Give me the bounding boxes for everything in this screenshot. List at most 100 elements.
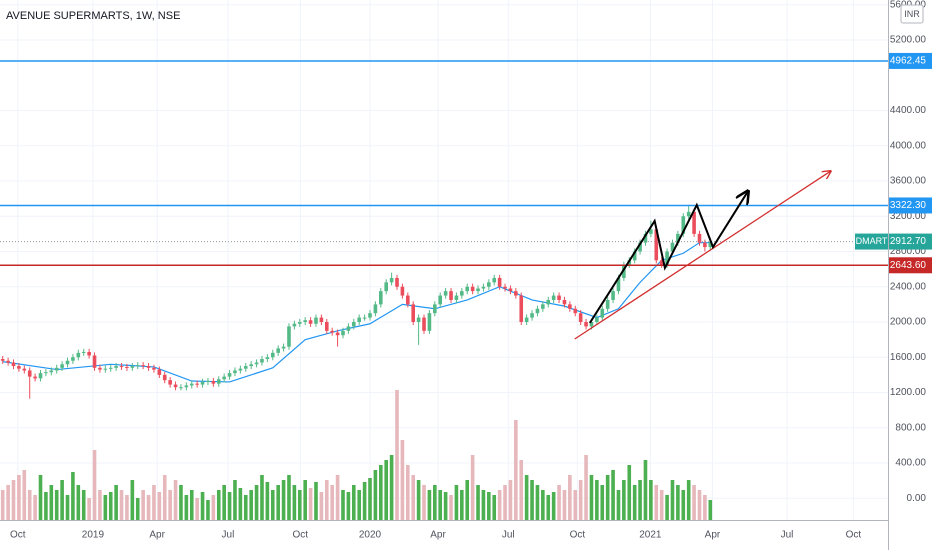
time-axis-bg bbox=[0, 520, 888, 550]
volume-bar bbox=[346, 492, 351, 520]
volume-bar bbox=[422, 485, 426, 520]
candle-body bbox=[362, 317, 367, 319]
volume-bar bbox=[260, 475, 264, 520]
y-tick-label: 1600.00 bbox=[890, 352, 927, 363]
volume-bar bbox=[692, 485, 696, 520]
candle-body bbox=[681, 216, 686, 234]
volume-bar bbox=[103, 495, 108, 520]
symbol-label: DMART bbox=[856, 236, 888, 246]
ma-line bbox=[2, 242, 711, 383]
volume-bar bbox=[654, 485, 659, 520]
candle-body bbox=[206, 381, 210, 383]
volume-bar bbox=[411, 475, 416, 520]
volume-bar bbox=[659, 490, 664, 520]
volume-bar bbox=[22, 470, 27, 520]
candle-body bbox=[568, 304, 572, 309]
candle-body bbox=[17, 366, 21, 369]
volume-bar bbox=[324, 480, 329, 520]
candle-body bbox=[38, 373, 43, 379]
volume-bar bbox=[519, 460, 524, 520]
x-tick-label: Jul bbox=[222, 530, 235, 541]
volume-bar bbox=[524, 475, 529, 520]
volume-bar bbox=[60, 480, 64, 520]
candle-body bbox=[649, 229, 653, 234]
volume-bar bbox=[384, 460, 389, 520]
price-axis-bg bbox=[888, 0, 932, 550]
candle-body bbox=[481, 286, 486, 289]
candle-body bbox=[0, 359, 5, 361]
candle-body bbox=[395, 277, 399, 287]
volume-bar bbox=[135, 498, 140, 520]
volume-bar bbox=[65, 495, 70, 520]
candle-body bbox=[168, 380, 172, 385]
level-label-box bbox=[889, 52, 932, 69]
candle-body bbox=[600, 308, 605, 318]
volume-bar bbox=[368, 478, 372, 520]
volume-bar bbox=[487, 492, 491, 520]
candle-body bbox=[514, 291, 518, 296]
candle-body bbox=[438, 295, 443, 305]
y-tick-label: 3200.00 bbox=[890, 211, 927, 222]
volume-bar bbox=[227, 492, 232, 520]
candle-body bbox=[227, 373, 232, 377]
volume-bar bbox=[254, 485, 259, 520]
x-tick-label: 2021 bbox=[639, 530, 662, 541]
drawing-line bbox=[574, 171, 831, 340]
volume-bar bbox=[670, 480, 675, 520]
y-tick-label: 4400.00 bbox=[890, 105, 927, 116]
axes: 5600.005200.004400.004000.003600.003200.… bbox=[10, 0, 932, 541]
candle-body bbox=[211, 381, 216, 384]
candle-body bbox=[254, 362, 259, 365]
candle-body bbox=[195, 383, 199, 385]
candle-body bbox=[703, 242, 707, 248]
candle-body bbox=[265, 357, 270, 360]
candle-body bbox=[33, 376, 37, 379]
currency: INR bbox=[904, 9, 920, 19]
volume-bar bbox=[238, 488, 243, 520]
volume-bar bbox=[189, 490, 194, 520]
volume-bar bbox=[287, 475, 291, 520]
volume-bar bbox=[98, 490, 102, 520]
candle-body bbox=[460, 291, 464, 296]
volume-bar bbox=[595, 480, 599, 520]
candle-body bbox=[308, 320, 313, 324]
candle-body bbox=[135, 365, 140, 367]
volume-bar bbox=[330, 485, 334, 520]
candle-body bbox=[416, 317, 421, 322]
volume-bar bbox=[308, 488, 313, 520]
volume-bar bbox=[449, 495, 453, 520]
candle-body bbox=[141, 365, 145, 367]
candle-body bbox=[632, 251, 637, 261]
volume-bar bbox=[152, 485, 156, 520]
volume-bar bbox=[341, 490, 345, 520]
last-price-box bbox=[889, 233, 932, 250]
volume-bar bbox=[243, 495, 248, 520]
candle-body bbox=[92, 355, 97, 368]
candle-body bbox=[638, 242, 642, 252]
volume-bar bbox=[276, 485, 280, 520]
candle-body bbox=[65, 360, 70, 365]
volume-bar bbox=[541, 490, 545, 520]
candle-body bbox=[384, 282, 389, 292]
y-tick-label: 3600.00 bbox=[890, 176, 927, 187]
candle-body bbox=[357, 317, 361, 322]
volume-bar bbox=[562, 490, 567, 520]
candle-body bbox=[487, 282, 491, 287]
volume-bar bbox=[125, 495, 129, 520]
candle-body bbox=[71, 357, 75, 361]
candle-body bbox=[22, 368, 27, 371]
volume-bar bbox=[497, 490, 502, 520]
volume-bar bbox=[638, 480, 642, 520]
candle-body bbox=[146, 366, 151, 368]
currency-box[interactable] bbox=[900, 4, 924, 24]
candle-body bbox=[476, 288, 480, 292]
volume-bar bbox=[665, 495, 669, 520]
y-tick-label: 2000.00 bbox=[890, 317, 927, 328]
candle-body bbox=[249, 364, 253, 367]
volume-bar bbox=[546, 495, 551, 520]
volume-bar bbox=[173, 480, 178, 520]
volume-bar bbox=[389, 455, 394, 520]
x-tick-label: Apr bbox=[430, 530, 446, 541]
candle-body bbox=[162, 374, 167, 381]
x-tick-label: Oct bbox=[10, 530, 26, 541]
